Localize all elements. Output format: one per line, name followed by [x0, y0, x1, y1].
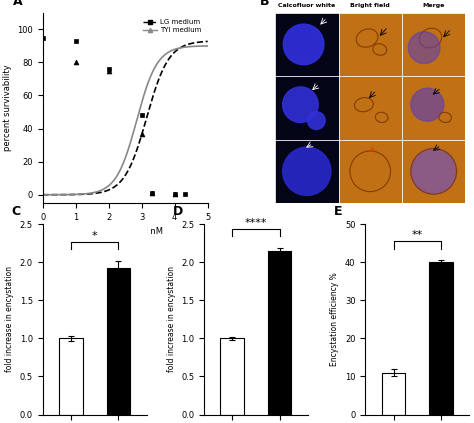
Circle shape	[283, 87, 318, 123]
Text: A: A	[13, 0, 23, 8]
Y-axis label: Encystation efficiency %: Encystation efficiency %	[330, 272, 339, 366]
Bar	[402, 76, 465, 140]
Text: D: D	[173, 205, 183, 218]
Circle shape	[308, 112, 325, 129]
Text: *: *	[92, 231, 98, 241]
Bar	[338, 76, 402, 140]
Circle shape	[283, 147, 331, 195]
Bar	[268, 251, 292, 415]
Bar	[59, 338, 83, 415]
Text: Bright field: Bright field	[350, 3, 390, 8]
Bar	[402, 13, 465, 76]
Legend: LG medium, TYI medium: LG medium, TYI medium	[140, 16, 204, 36]
Text: ****: ****	[245, 218, 267, 228]
Text: Merge: Merge	[422, 3, 445, 8]
Bar	[338, 140, 402, 203]
Circle shape	[411, 88, 444, 121]
Text: E: E	[334, 205, 343, 218]
Y-axis label: fold increase in encystation: fold increase in encystation	[5, 266, 14, 372]
Bar	[275, 140, 338, 203]
Text: Calcofluor white: Calcofluor white	[278, 3, 336, 8]
Bar	[220, 338, 244, 415]
Bar	[338, 13, 402, 76]
Bar	[275, 13, 338, 76]
Bar	[382, 373, 405, 415]
Circle shape	[283, 24, 324, 65]
Text: **: **	[411, 231, 423, 240]
Circle shape	[408, 32, 440, 63]
Text: B: B	[260, 0, 269, 8]
Bar	[429, 262, 453, 415]
Text: C: C	[11, 205, 20, 218]
Circle shape	[411, 148, 456, 194]
Y-axis label: fold increase in encystation: fold increase in encystation	[166, 266, 175, 372]
Bar	[402, 140, 465, 203]
Bar	[107, 268, 130, 415]
X-axis label: Log₁₀ [17AAG] nM: Log₁₀ [17AAG] nM	[88, 227, 163, 236]
Bar	[275, 76, 338, 140]
Y-axis label: percent survivability: percent survivability	[3, 65, 12, 151]
